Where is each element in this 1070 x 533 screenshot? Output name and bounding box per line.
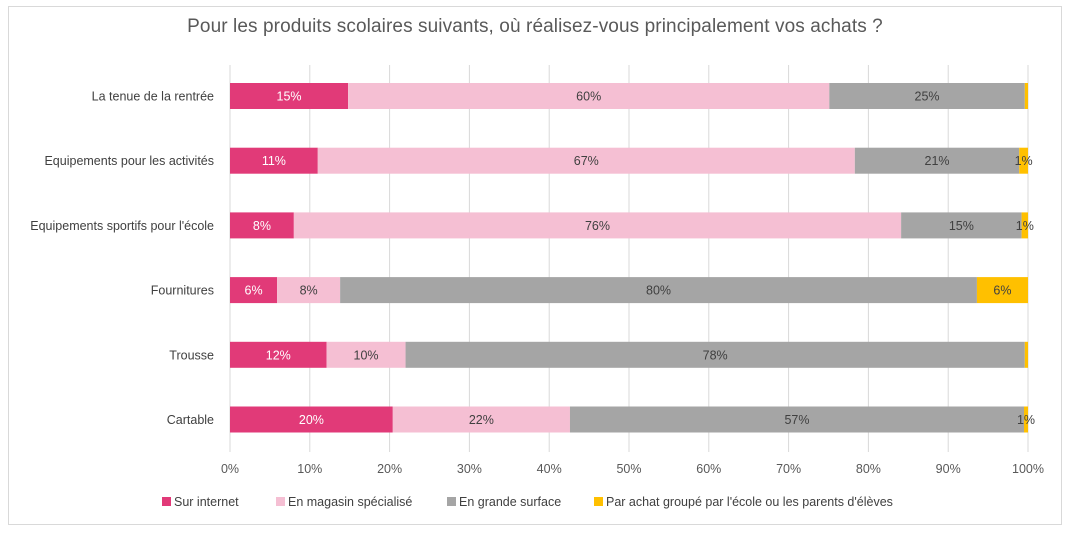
data-label: 60% [576,90,601,104]
bar-segment [277,277,341,304]
bar-segment [392,406,570,433]
data-label: 10% [354,348,379,362]
bar-segment [1019,147,1028,174]
data-label: 20% [299,413,324,427]
x-tick-label: 60% [696,462,721,476]
data-label: 12% [266,348,291,362]
x-tick-label: 70% [776,462,801,476]
data-label: 25% [915,90,940,104]
data-label: 76% [585,219,610,233]
data-label: 11% [262,154,286,168]
x-tick-label: 0% [221,462,239,476]
x-tick-label: 20% [377,462,402,476]
bar-segment [976,277,1028,304]
x-tick-label: 80% [856,462,881,476]
bar-segment [293,212,902,239]
bar-segment [405,341,1025,368]
data-label: 80% [646,284,671,298]
bar-segment [829,83,1025,109]
bar-segment [230,83,349,109]
bar-segment [317,147,855,174]
chart-title: Pour les produits scolaires suivants, où… [187,16,883,37]
data-label: 6% [993,284,1011,298]
x-tick-label: 50% [616,462,641,476]
bar-segment [1024,406,1028,433]
data-label: 8% [253,219,271,233]
category-label: Cartable [167,413,214,427]
bar-segment [230,212,294,239]
x-tick-label: 30% [457,462,482,476]
data-label: 15% [949,219,974,233]
x-tick-label: 90% [936,462,961,476]
legend-label: En grande surface [459,495,561,509]
bar-segment [1021,212,1028,239]
bar-segment [326,341,406,368]
data-label: 6% [245,284,263,298]
bar-segment [1024,83,1028,109]
bar-segment [340,277,977,304]
bar-segment [348,83,830,109]
category-label: La tenue de la rentrée [92,90,214,104]
data-label: 1% [1017,413,1035,427]
bar-segment [230,277,278,304]
category-label: Equipements pour les activités [44,154,214,168]
bar-segment [854,147,1020,174]
bar-segment [230,147,318,174]
x-tick-label: 100% [1012,462,1044,476]
data-label: 1% [1016,219,1034,233]
data-label: 8% [300,284,318,298]
data-label: 78% [703,348,728,362]
legend-swatch [594,497,603,506]
bar-segment [1024,341,1028,368]
bar-segment [230,406,393,433]
data-label: 57% [784,413,809,427]
category-label: Equipements sportifs pour l'école [30,219,214,233]
legend-swatch [276,497,285,506]
x-tick-label: 40% [537,462,562,476]
x-tick-label: 10% [297,462,322,476]
legend-swatch [447,497,456,506]
data-label: 22% [469,413,494,427]
legend-label: Par achat groupé par l'école ou les pare… [606,495,893,509]
legend-label: Sur internet [174,495,239,509]
data-label: 67% [574,154,599,168]
bar-segment [230,341,327,368]
category-label: Trousse [169,348,214,362]
legend-label: En magasin spécialisé [288,495,412,509]
category-label: Fournitures [151,284,214,298]
bar-segment [569,406,1025,433]
data-label: 15% [277,90,302,104]
data-label: 1% [1015,154,1033,168]
bar-segment [901,212,1022,239]
data-label: 21% [925,154,950,168]
legend-swatch [162,497,171,506]
